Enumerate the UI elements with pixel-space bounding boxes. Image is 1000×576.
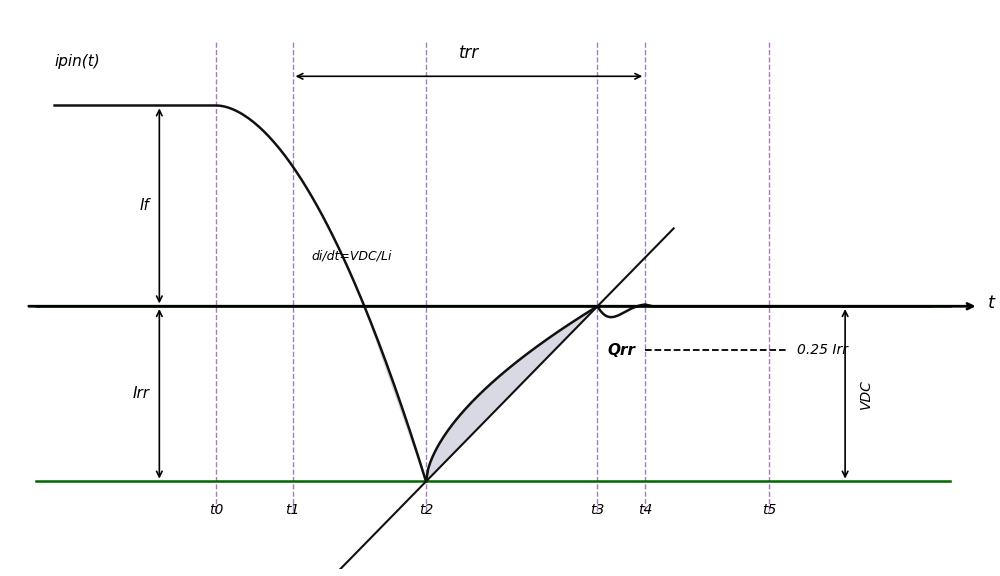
Text: trr: trr: [459, 44, 479, 62]
Polygon shape: [364, 306, 597, 482]
Text: t5: t5: [762, 503, 776, 517]
Text: 0.25 Irr: 0.25 Irr: [797, 343, 848, 357]
Text: di/dt=VDC/Li: di/dt=VDC/Li: [312, 249, 392, 263]
Text: t0: t0: [209, 503, 224, 517]
Text: t2: t2: [419, 503, 433, 517]
Text: Qrr: Qrr: [607, 343, 635, 358]
Text: VDC: VDC: [859, 379, 873, 409]
Text: Irr: Irr: [133, 386, 150, 401]
Text: t3: t3: [590, 503, 605, 517]
Text: t4: t4: [638, 503, 652, 517]
Text: ipin(t): ipin(t): [55, 54, 100, 69]
Text: If: If: [140, 198, 150, 213]
Text: t: t: [988, 294, 995, 312]
Text: t1: t1: [285, 503, 300, 517]
